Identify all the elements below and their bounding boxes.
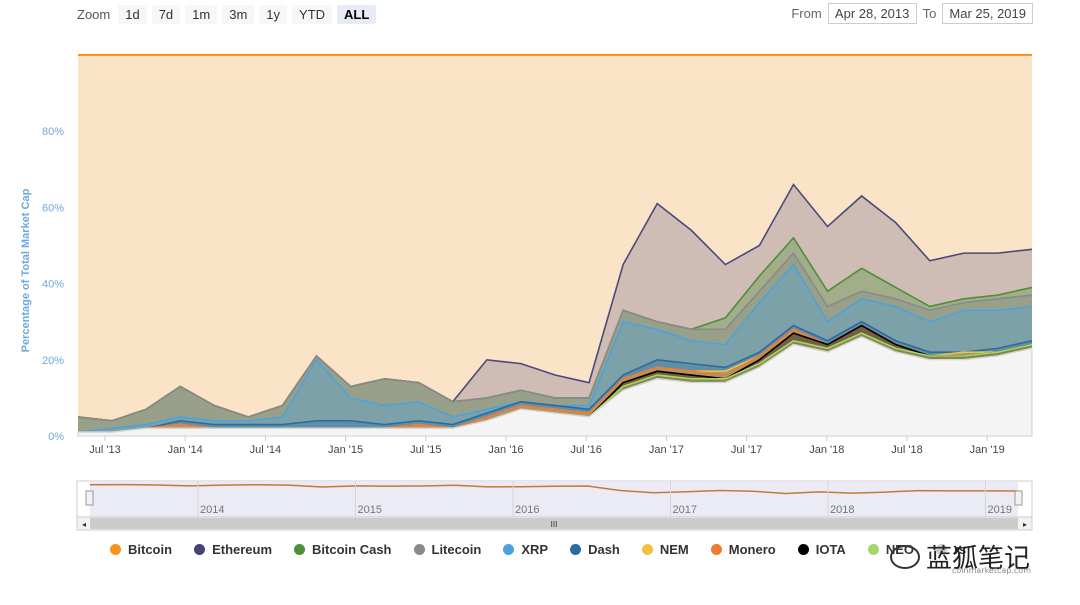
zoom-1d-button[interactable]: 1d: [118, 4, 147, 24]
x-tick-label: Jul '18: [891, 444, 922, 456]
date-range: From Apr 28, 2013 To Mar 25, 2019: [785, 3, 1033, 24]
x-tick-label: Jan '17: [649, 444, 684, 456]
x-tick-label: Jul '15: [410, 444, 441, 456]
x-tick-label: Jan '15: [328, 444, 363, 456]
x-tick-label: Jul '13: [89, 444, 120, 456]
legend-item-litecoin[interactable]: Litecoin: [413, 542, 482, 557]
from-label: From: [791, 6, 822, 21]
navigator-year-label: 2016: [515, 504, 539, 516]
navigator-year-label: 2017: [673, 504, 697, 516]
legend-dot: [110, 544, 121, 555]
y-tick-label: 40%: [42, 279, 64, 291]
legend-label: Ethereum: [212, 542, 273, 557]
scrollbar-thumb[interactable]: [90, 518, 1018, 529]
area-others: [77, 336, 1033, 437]
watermark-source: coinmarketcap.com: [952, 566, 1031, 575]
zoom-3m-button[interactable]: 3m: [222, 4, 255, 24]
navigator-year-label: 2018: [830, 504, 854, 516]
navigator-year-label: 2019: [988, 504, 1012, 516]
navigator-right-handle[interactable]: [1014, 490, 1023, 506]
legend-dot: [294, 544, 306, 555]
legend-label: NEM: [659, 542, 689, 557]
legend-dot: [797, 544, 809, 555]
legend-item-rs[interactable]: rs: [935, 542, 967, 557]
legend-dot: [413, 544, 425, 555]
legend-dot: [641, 544, 653, 555]
navigator-year-label: 2014: [200, 504, 224, 516]
line-litecoin: [77, 251, 1033, 422]
legend-item-iota[interactable]: IOTA: [797, 542, 846, 557]
scroll-right-arrow[interactable]: ▸: [1023, 520, 1027, 529]
zoom-all-button[interactable]: ALL: [337, 4, 377, 24]
to-date-input[interactable]: Mar 25, 2019: [942, 3, 1033, 24]
legend-item-xrp[interactable]: XRP: [503, 542, 548, 557]
legend-item-nem[interactable]: NEM: [641, 542, 689, 557]
legend-label: Monero: [728, 542, 776, 557]
legend-item-monero[interactable]: Monero: [710, 542, 776, 557]
legend-dot: [867, 544, 879, 555]
legend-item-ethereum[interactable]: Ethereum: [194, 542, 272, 557]
from-date-input[interactable]: Apr 28, 2013: [827, 3, 917, 24]
scrollbar-grip: III: [551, 520, 558, 529]
y-tick-label: 0%: [48, 431, 64, 443]
x-tick-label: Jan '14: [168, 444, 203, 456]
watermark: 蓝狐笔记 coinmarketcap.com: [890, 538, 1031, 575]
x-tick-label: Jul '17: [731, 444, 762, 456]
line-dash: [78, 320, 1033, 433]
wechat-icon: [890, 544, 920, 569]
x-tick-label: Jul '14: [250, 444, 281, 456]
legend-label: rs: [953, 542, 967, 557]
to-label: To: [922, 6, 937, 21]
legend-dot: [570, 544, 582, 555]
zoom-ytd-button[interactable]: YTD: [292, 4, 333, 24]
navigator-left-handle[interactable]: [85, 490, 94, 506]
y-tick-label: 20%: [42, 355, 64, 367]
scroll-left-arrow[interactable]: ◂: [82, 520, 86, 529]
legend-label: Bitcoin: [128, 542, 173, 557]
x-tick-label: Jan '19: [970, 444, 1005, 456]
legend-item-bitcoin-cash[interactable]: Bitcoin Cash: [294, 542, 392, 557]
legend: Bitcoin Ethereum Bitcoin Cash Litecoin XRP Da…: [110, 542, 988, 557]
x-tick-label: Jan '18: [809, 444, 844, 456]
watermark-text: 蓝狐笔记: [926, 544, 1031, 574]
zoom-1m-button[interactable]: 1m: [185, 4, 218, 24]
y-axis-label: Percentage of Total Market Cap: [20, 188, 32, 352]
market-cap-chart: 0% 20% 40% 60% 80% Jul '13 Jan '14 Jul '14 Jan '…: [20, 54, 1033, 531]
legend-dot: [194, 544, 206, 555]
legend-dot: [710, 544, 722, 555]
legend-label: XRP: [521, 542, 549, 557]
legend-label: IOTA: [815, 542, 846, 557]
zoom-bar: Zoom 1d 7d 1m 3m 1y YTD ALL: [77, 3, 381, 25]
legend-label: Dash: [588, 542, 620, 557]
legend-label: Litecoin: [431, 542, 482, 557]
legend-dot: [503, 544, 515, 555]
legend-dot: [935, 544, 947, 555]
x-tick-label: Jul '16: [570, 444, 601, 456]
zoom-1y-button[interactable]: 1y: [259, 4, 288, 24]
x-tick-label: Jan '16: [488, 444, 523, 456]
legend-item-dash[interactable]: Dash: [570, 542, 620, 557]
zoom-7d-button[interactable]: 7d: [151, 4, 181, 24]
zoom-label: Zoom: [77, 6, 111, 22]
legend-label: Bitcoin Cash: [312, 542, 392, 557]
legend-item-bitcoin[interactable]: Bitcoin: [110, 542, 172, 557]
y-tick-label: 60%: [42, 202, 64, 214]
navigator-year-label: 2015: [358, 504, 382, 516]
y-tick-label: 80%: [42, 126, 64, 138]
navigator-line: [89, 483, 1019, 495]
